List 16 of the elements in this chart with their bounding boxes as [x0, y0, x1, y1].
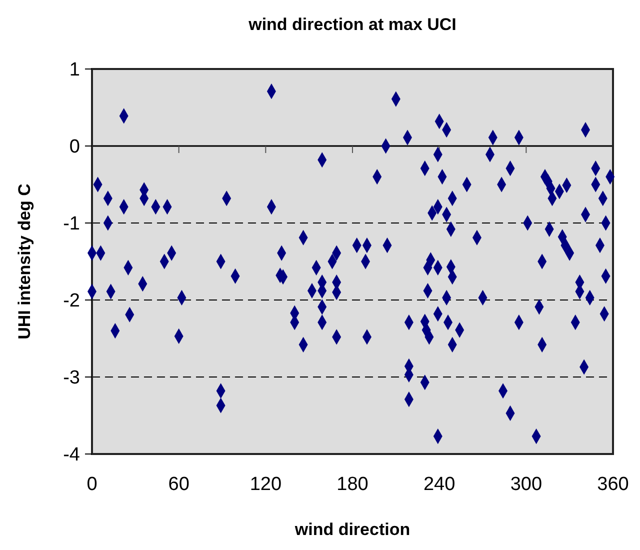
y-tick-label: 0	[69, 136, 80, 158]
y-axis-title: UHI intensity deg C	[15, 184, 34, 340]
x-tick-label: 360	[597, 474, 629, 495]
x-axis-title: wind direction	[294, 520, 410, 539]
x-tick-label: 60	[168, 474, 190, 495]
x-tick-label: 180	[336, 474, 368, 495]
x-tick-label: 300	[510, 474, 542, 495]
x-tick-label: 120	[250, 474, 282, 495]
y-tick-label: -2	[63, 290, 80, 312]
y-tick-label: -3	[63, 368, 80, 389]
x-tick-label: 0	[86, 474, 98, 495]
y-tick-label: 1	[69, 60, 80, 81]
y-tick-label: -4	[63, 444, 80, 466]
chart-title: wind direction at max UCI	[248, 15, 456, 34]
y-tick-label: -1	[63, 214, 80, 235]
x-tick-label: 240	[423, 474, 456, 495]
